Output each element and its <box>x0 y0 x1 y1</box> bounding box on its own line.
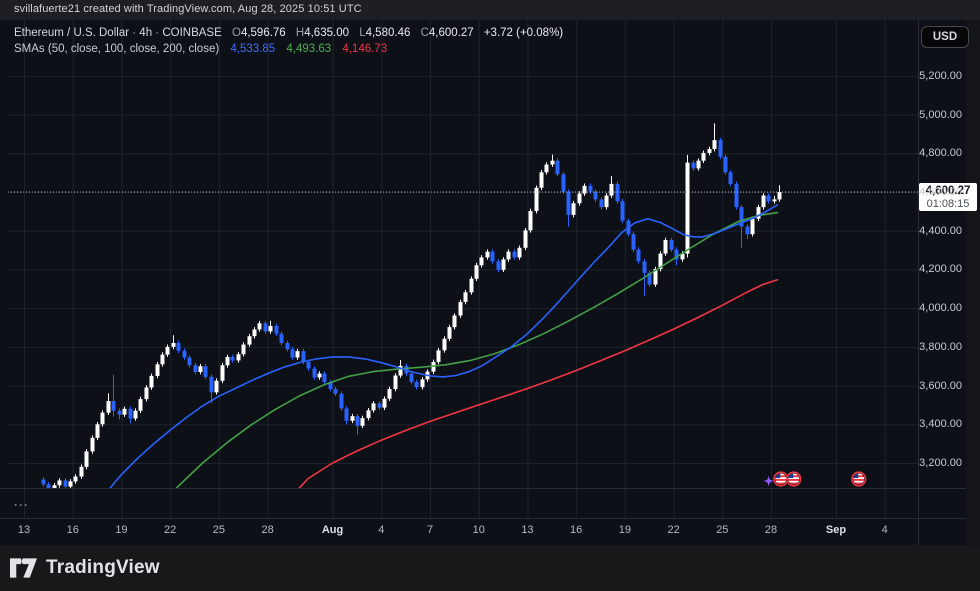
economic-event-flag-icon[interactable] <box>786 471 802 487</box>
time-tick-label: 4 <box>881 524 888 536</box>
sma-legend[interactable]: SMAs (50, close, 100, close, 200, close)… <box>14 43 387 55</box>
chart-canvas[interactable] <box>0 20 966 545</box>
open-value: 4,596.76 <box>240 27 286 39</box>
time-tick-label: Sep <box>825 524 847 536</box>
price-tick-label: 4,600.00 <box>919 186 962 199</box>
price-tick-label: 4,800.00 <box>919 147 962 160</box>
time-tick-label: 28 <box>261 524 274 536</box>
time-tick-label: 25 <box>716 524 729 536</box>
time-tick-label: 4 <box>378 524 385 536</box>
sma50-value: 4,533.85 <box>230 43 276 55</box>
sma-legend-label: SMAs (50, close, 100, close, 200, close) <box>14 43 220 55</box>
sma-line <box>109 204 779 488</box>
close-value: 4,600.27 <box>428 27 474 39</box>
attribution-text: svillafuerte21 created with TradingView.… <box>14 3 362 15</box>
time-tick-label: Aug <box>321 524 344 536</box>
economic-event-flag-icon[interactable] <box>851 471 867 487</box>
tradingview-logo-icon <box>10 558 37 578</box>
chart-region <box>0 20 966 545</box>
price-tick-label: 4,000.00 <box>919 302 962 315</box>
high-value: 4,635.00 <box>304 27 349 39</box>
footer-bar: TradingView <box>0 545 980 591</box>
price-tick-label: 5,000.00 <box>919 108 962 121</box>
separator-dot: · <box>132 27 137 39</box>
time-tick-label: 22 <box>667 524 680 536</box>
separator-dot: · <box>155 27 160 39</box>
price-tick-label: 3,200.00 <box>919 457 962 469</box>
open-label: O <box>231 27 241 39</box>
time-tick-label: 16 <box>66 524 79 536</box>
time-tick-label: 10 <box>472 524 485 536</box>
time-tick-label: 13 <box>521 524 534 536</box>
tradingview-logo[interactable]: TradingView <box>10 557 160 579</box>
sma200-value: 4,146.73 <box>342 43 388 55</box>
low-label: L <box>359 27 366 39</box>
sma-line <box>298 278 779 488</box>
time-tick-label: 7 <box>426 524 434 536</box>
sparkle-icon[interactable] <box>763 475 775 487</box>
symbol-title[interactable]: Ethereum / U.S. Dollar <box>14 27 130 39</box>
time-tick-label: 28 <box>764 524 778 536</box>
price-tick-label: 3,400.00 <box>919 418 962 431</box>
current-price-label[interactable]: 4,600.27 01:08:15 <box>919 183 977 211</box>
tradingview-logo-text: TradingView <box>46 557 160 578</box>
time-tick-label: 25 <box>212 524 225 536</box>
bar-countdown: 01:08:15 <box>926 198 970 210</box>
price-tick-label: 3,800.00 <box>919 340 962 353</box>
price-tick-label: 5,200.00 <box>919 69 962 82</box>
high-label: H <box>295 27 305 39</box>
time-tick-label: 19 <box>115 524 128 536</box>
attribution-bar: svillafuerte21 created with TradingView.… <box>0 0 980 20</box>
price-tick-label: 3,600.00 <box>919 379 962 392</box>
time-tick-label: 22 <box>164 524 177 536</box>
price-tick-label: 4,200.00 <box>919 263 962 276</box>
right-margin-strip <box>966 20 980 545</box>
symbol-header[interactable]: Ethereum / U.S. Dollar · 4h · COINBASE O… <box>14 27 563 39</box>
close-label: C <box>420 27 429 39</box>
current-price-value: 4,600.27 <box>925 185 971 197</box>
time-tick-label: 16 <box>570 524 583 536</box>
sma-line <box>175 211 779 488</box>
interval-label[interactable]: 4h <box>139 27 153 39</box>
exchange-label[interactable]: COINBASE <box>162 27 222 39</box>
sma100-value: 4,493.63 <box>286 43 332 55</box>
change-value: +3.72 (+0.08%) <box>483 27 564 39</box>
currency-usd-button[interactable]: USD <box>921 26 969 48</box>
economic-event-flag-icon[interactable] <box>773 471 789 487</box>
time-tick-label: 13 <box>17 524 31 536</box>
time-tick-label: 19 <box>618 524 631 536</box>
price-tick-label: 4,400.00 <box>919 224 962 237</box>
low-value: 4,580.46 <box>365 27 411 39</box>
collapsed-pane-menu[interactable]: ··· <box>14 498 29 512</box>
candlestick-series <box>41 123 782 488</box>
